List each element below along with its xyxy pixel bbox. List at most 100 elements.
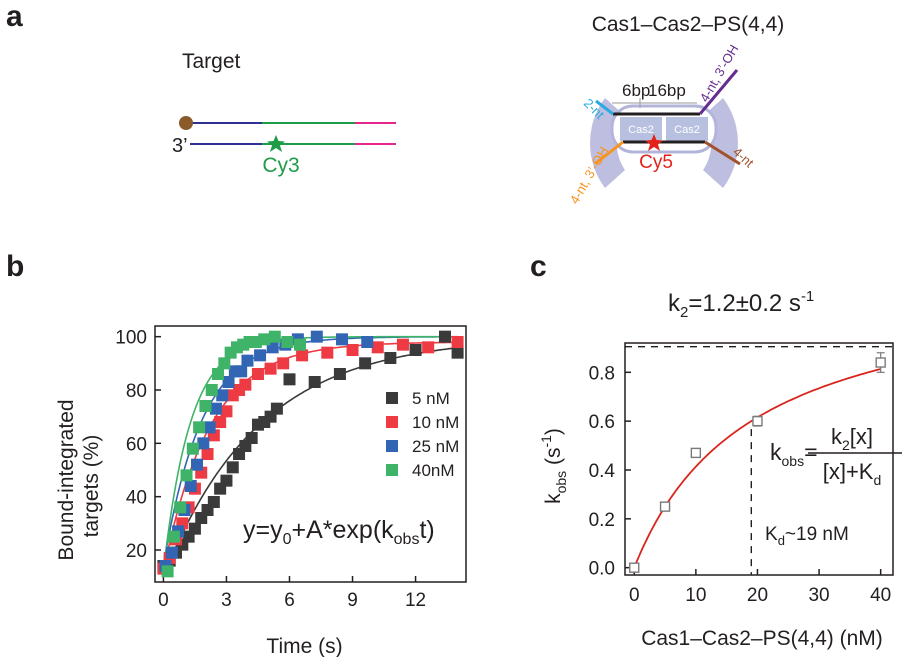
panel-b-axis-ticks: 0 3 6 9 12 20 40 60 80 100 Time (s) <box>115 328 426 657</box>
fit-curve <box>162 346 458 577</box>
data-point <box>296 349 309 362</box>
data-point <box>186 442 199 455</box>
legend-label: 10 nM <box>412 413 459 432</box>
data-point <box>371 341 384 354</box>
legend-swatch <box>386 392 398 404</box>
complex-schematic: Cas1–Cas2–PS(4,4) Cas2 Cas2 Cas1 Cas1 6b… <box>567 13 785 207</box>
data-point <box>165 546 178 559</box>
data-point <box>422 341 435 354</box>
x-tick-label: 9 <box>347 590 358 611</box>
biotin-bead-icon <box>179 116 193 130</box>
data-point <box>216 389 229 402</box>
data-point <box>212 368 225 380</box>
data-point <box>293 338 306 351</box>
data-point <box>321 346 334 359</box>
overhang-purple <box>698 69 739 115</box>
data-point <box>222 376 235 388</box>
panel-b-label: b <box>6 250 24 283</box>
y-tick-label: 40 <box>126 488 147 509</box>
y-tick-label: 20 <box>126 541 147 562</box>
data-point <box>346 344 359 356</box>
formula-numerator: k2[x] <box>831 424 873 453</box>
data-point <box>752 415 763 427</box>
formula-denominator: [x]+Kd <box>823 459 882 488</box>
data-point <box>359 357 372 370</box>
y-tick-label: 0.0 <box>589 559 615 580</box>
data-point <box>629 562 640 573</box>
data-point <box>251 368 264 380</box>
data-point <box>451 346 464 359</box>
data-point <box>438 330 451 343</box>
data-point <box>193 421 206 434</box>
panel-c-axis-ticks: 0 10 20 30 40 0.0 0.2 0.4 0.6 0.8 Cas1–Cas2–PS(4,4… <box>589 363 892 650</box>
y-tick-label: 0.6 <box>589 412 615 433</box>
legend-label: 5 nM <box>412 389 450 408</box>
panel-b-ylabel: Bound-integrated targets (%) <box>55 399 103 560</box>
data-point <box>384 352 397 364</box>
x-tick-label: 12 <box>405 590 426 611</box>
data-point <box>184 480 197 492</box>
panel-c-formula: kobs= k2[x] [x]+Kd <box>770 424 902 488</box>
x-tick-label: 3 <box>221 590 232 611</box>
data-point <box>209 402 222 415</box>
data-point <box>409 344 422 356</box>
y-tick-label: 0.4 <box>589 461 616 482</box>
data-point <box>235 365 248 378</box>
panel-b-data-points <box>157 330 464 578</box>
x-axis-title: Time (s) <box>266 635 342 657</box>
data-point <box>174 501 187 514</box>
data-point <box>258 333 271 346</box>
data-point <box>205 384 218 396</box>
x-tick-label: 40 <box>870 585 891 606</box>
target-three-prime-label: 3’ <box>172 135 188 157</box>
data-point <box>218 357 231 370</box>
bp-left-label: 6bp <box>622 81 650 100</box>
data-point <box>203 421 216 434</box>
y-tick-label: 60 <box>126 434 147 455</box>
panel-b: b Bound-integrated targets (%) 0 3 6 9 12 20 4… <box>6 250 467 657</box>
panel-c-data-points <box>629 352 886 573</box>
data-point <box>188 522 201 535</box>
data-point <box>283 373 296 386</box>
data-point <box>226 461 239 474</box>
cy5-label: Cy5 <box>639 152 673 173</box>
panel-c-guide-lines <box>625 345 893 575</box>
data-point <box>659 501 671 512</box>
cy5-star-icon <box>645 134 663 151</box>
data-point <box>241 354 254 367</box>
data-point <box>277 357 290 370</box>
x-tick-label: 6 <box>284 590 295 611</box>
y-tick-label: 0.8 <box>589 363 615 384</box>
panel-b-plot-frame <box>154 325 467 583</box>
data-point <box>220 474 233 487</box>
data-point <box>310 330 323 343</box>
panel-b-ylabel-line2: targets (%) <box>80 435 103 538</box>
data-point <box>214 416 227 428</box>
panel-b-legend: 5 nM 10 nM 25 nM 40nM <box>386 389 459 480</box>
cas2-right-label: Cas2 <box>674 124 700 136</box>
legend-swatch <box>386 464 398 476</box>
data-point <box>197 437 210 450</box>
complex-title: Cas1–Cas2–PS(4,4) <box>592 13 785 36</box>
formula-lhs: kobs= <box>770 439 818 469</box>
cy3-star-icon <box>267 135 285 152</box>
data-point <box>245 432 258 444</box>
cas1-left-label: Cas1 <box>571 130 586 160</box>
x-tick-label: 10 <box>685 585 706 606</box>
target-schematic: Target 3’ Cy3 <box>172 50 396 177</box>
panel-c-ylabel: kobs (s-1) <box>538 428 569 504</box>
panel-c-plot-frame <box>624 342 894 576</box>
data-point <box>201 448 214 460</box>
x-tick-label: 30 <box>808 585 829 606</box>
data-point <box>180 469 193 482</box>
bp-right-label: 16bp <box>648 81 686 100</box>
y-tick-label: 80 <box>126 381 147 402</box>
x-tick-label: 0 <box>158 590 169 611</box>
cas1-right-label: Cas1 <box>741 128 756 158</box>
data-point <box>875 357 886 368</box>
data-point <box>220 405 233 418</box>
data-point <box>451 336 464 348</box>
data-point <box>690 447 702 459</box>
cas2-left-label: Cas2 <box>628 124 654 136</box>
data-point <box>270 402 283 415</box>
